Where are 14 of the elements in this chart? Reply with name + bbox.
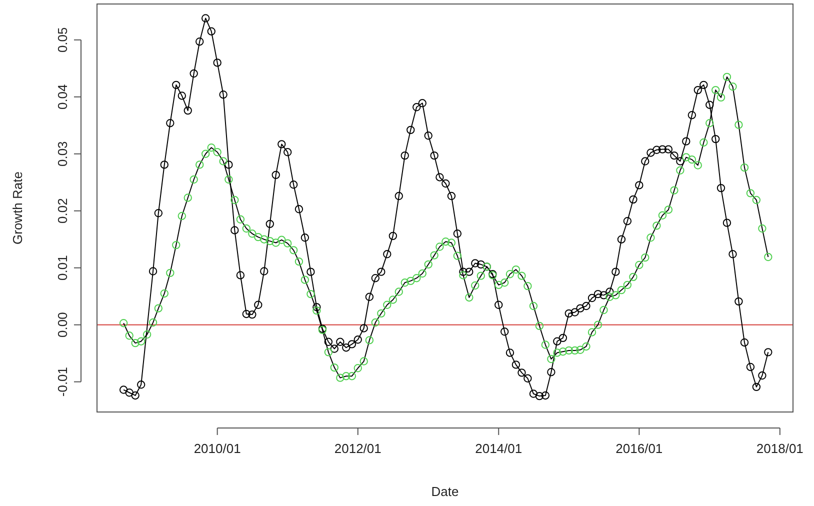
x-tick-label: 2016/01	[616, 441, 663, 456]
y-tick-label: 0.01	[55, 255, 70, 280]
x-tick-label: 2010/01	[194, 441, 241, 456]
y-axis-title: Growth Rate	[10, 172, 25, 244]
y-tick-label: -0.01	[55, 366, 70, 397]
y-tick-label: 0.05	[55, 27, 70, 53]
y-tick-label: 0.03	[55, 141, 70, 167]
x-axis-title: Date	[431, 484, 459, 499]
y-tick-label: 0.00	[55, 312, 70, 338]
y-tick-label: 0.04	[55, 84, 70, 110]
x-tick-label: 2012/01	[334, 441, 382, 456]
x-tick-label: 2014/01	[475, 441, 522, 456]
y-tick-label: 0.02	[55, 198, 70, 224]
x-tick-label: 2018/01	[756, 441, 804, 456]
